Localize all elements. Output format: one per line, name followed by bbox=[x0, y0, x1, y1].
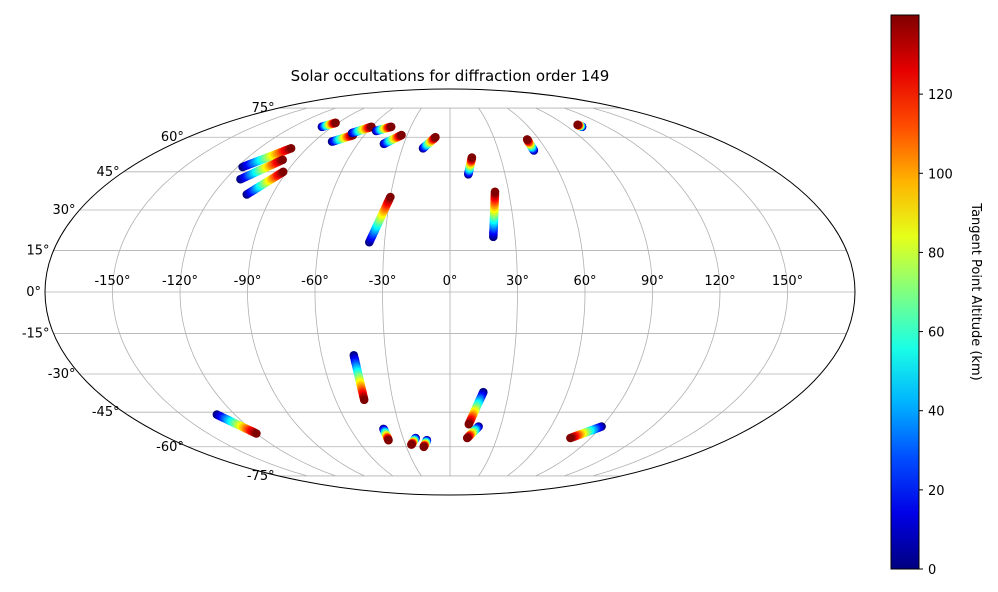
colorbar-tick-label: 120 bbox=[928, 88, 953, 103]
chart-title: Solar occultations for diffraction order… bbox=[291, 67, 610, 85]
graticule bbox=[45, 107, 855, 477]
data-point bbox=[331, 118, 340, 128]
x-tick-label: 90° bbox=[641, 274, 664, 289]
data-point bbox=[522, 135, 532, 144]
x-tick-label: -90° bbox=[234, 274, 262, 289]
data-point bbox=[467, 153, 477, 162]
data-point bbox=[490, 187, 500, 197]
colorbar-tick-label: 20 bbox=[928, 484, 945, 499]
y-tick-label: 30° bbox=[52, 203, 75, 218]
y-tick-label: 75° bbox=[252, 101, 275, 116]
y-tick-label: 60° bbox=[161, 130, 184, 145]
x-tick-label: -150° bbox=[94, 274, 130, 289]
data-point bbox=[573, 120, 582, 130]
data-point bbox=[278, 167, 288, 177]
data-point bbox=[397, 130, 406, 140]
data-point bbox=[286, 144, 296, 153]
map-axes: -150° -120° -90° -60° -30° 0° 30° 60° 90° 120° 150… bbox=[22, 88, 856, 496]
data-point bbox=[384, 435, 393, 445]
y-tick-label: 15° bbox=[27, 243, 50, 258]
x-tick-label: 150° bbox=[772, 274, 803, 289]
x-tick-label: -60° bbox=[301, 274, 329, 289]
x-tick-label: -120° bbox=[162, 274, 198, 289]
colorbar-tick-label: 80 bbox=[928, 246, 945, 261]
y-tick-label: -75° bbox=[247, 469, 275, 484]
colorbar-tick-label: 0 bbox=[928, 563, 936, 578]
x-tick-label: 0° bbox=[443, 274, 458, 289]
data-point bbox=[419, 442, 429, 452]
y-tick-label: -45° bbox=[92, 405, 120, 420]
x-tick-label: 60° bbox=[573, 274, 596, 289]
colorbar-tick-label: 40 bbox=[928, 405, 945, 420]
y-tick-label: 0° bbox=[26, 285, 41, 300]
occultation-tracks bbox=[212, 118, 606, 452]
data-point bbox=[386, 122, 396, 132]
y-tick-label: -30° bbox=[48, 367, 76, 382]
data-point bbox=[431, 132, 440, 142]
y-tick-label: -15° bbox=[22, 327, 50, 342]
colorbar: 0 20 40 60 80 100 120 Tangent Point Altitude (k… bbox=[890, 14, 983, 578]
data-point bbox=[407, 440, 416, 449]
x-tick-label: 30° bbox=[506, 274, 529, 289]
data-point bbox=[566, 433, 575, 443]
x-tick-label: -30° bbox=[369, 274, 397, 289]
data-point bbox=[462, 433, 472, 443]
x-tick-label: 120° bbox=[704, 274, 735, 289]
y-tick-label: 45° bbox=[97, 165, 120, 180]
data-point bbox=[464, 419, 474, 429]
tick-labels: -150° -120° -90° -60° -30° 0° 30° 60° 90° 120° 150… bbox=[22, 101, 803, 484]
map-boundary bbox=[44, 88, 856, 496]
data-point bbox=[359, 395, 369, 405]
y-tick-label: -60° bbox=[156, 440, 184, 455]
colorbar-tick-label: 100 bbox=[928, 167, 953, 182]
data-point bbox=[386, 192, 395, 202]
data-point bbox=[278, 155, 288, 165]
colorbar-label: Tangent Point Altitude (km) bbox=[968, 202, 983, 380]
colorbar-tick-label: 60 bbox=[928, 326, 945, 341]
data-point bbox=[252, 429, 261, 438]
colorbar-gradient bbox=[890, 14, 920, 570]
